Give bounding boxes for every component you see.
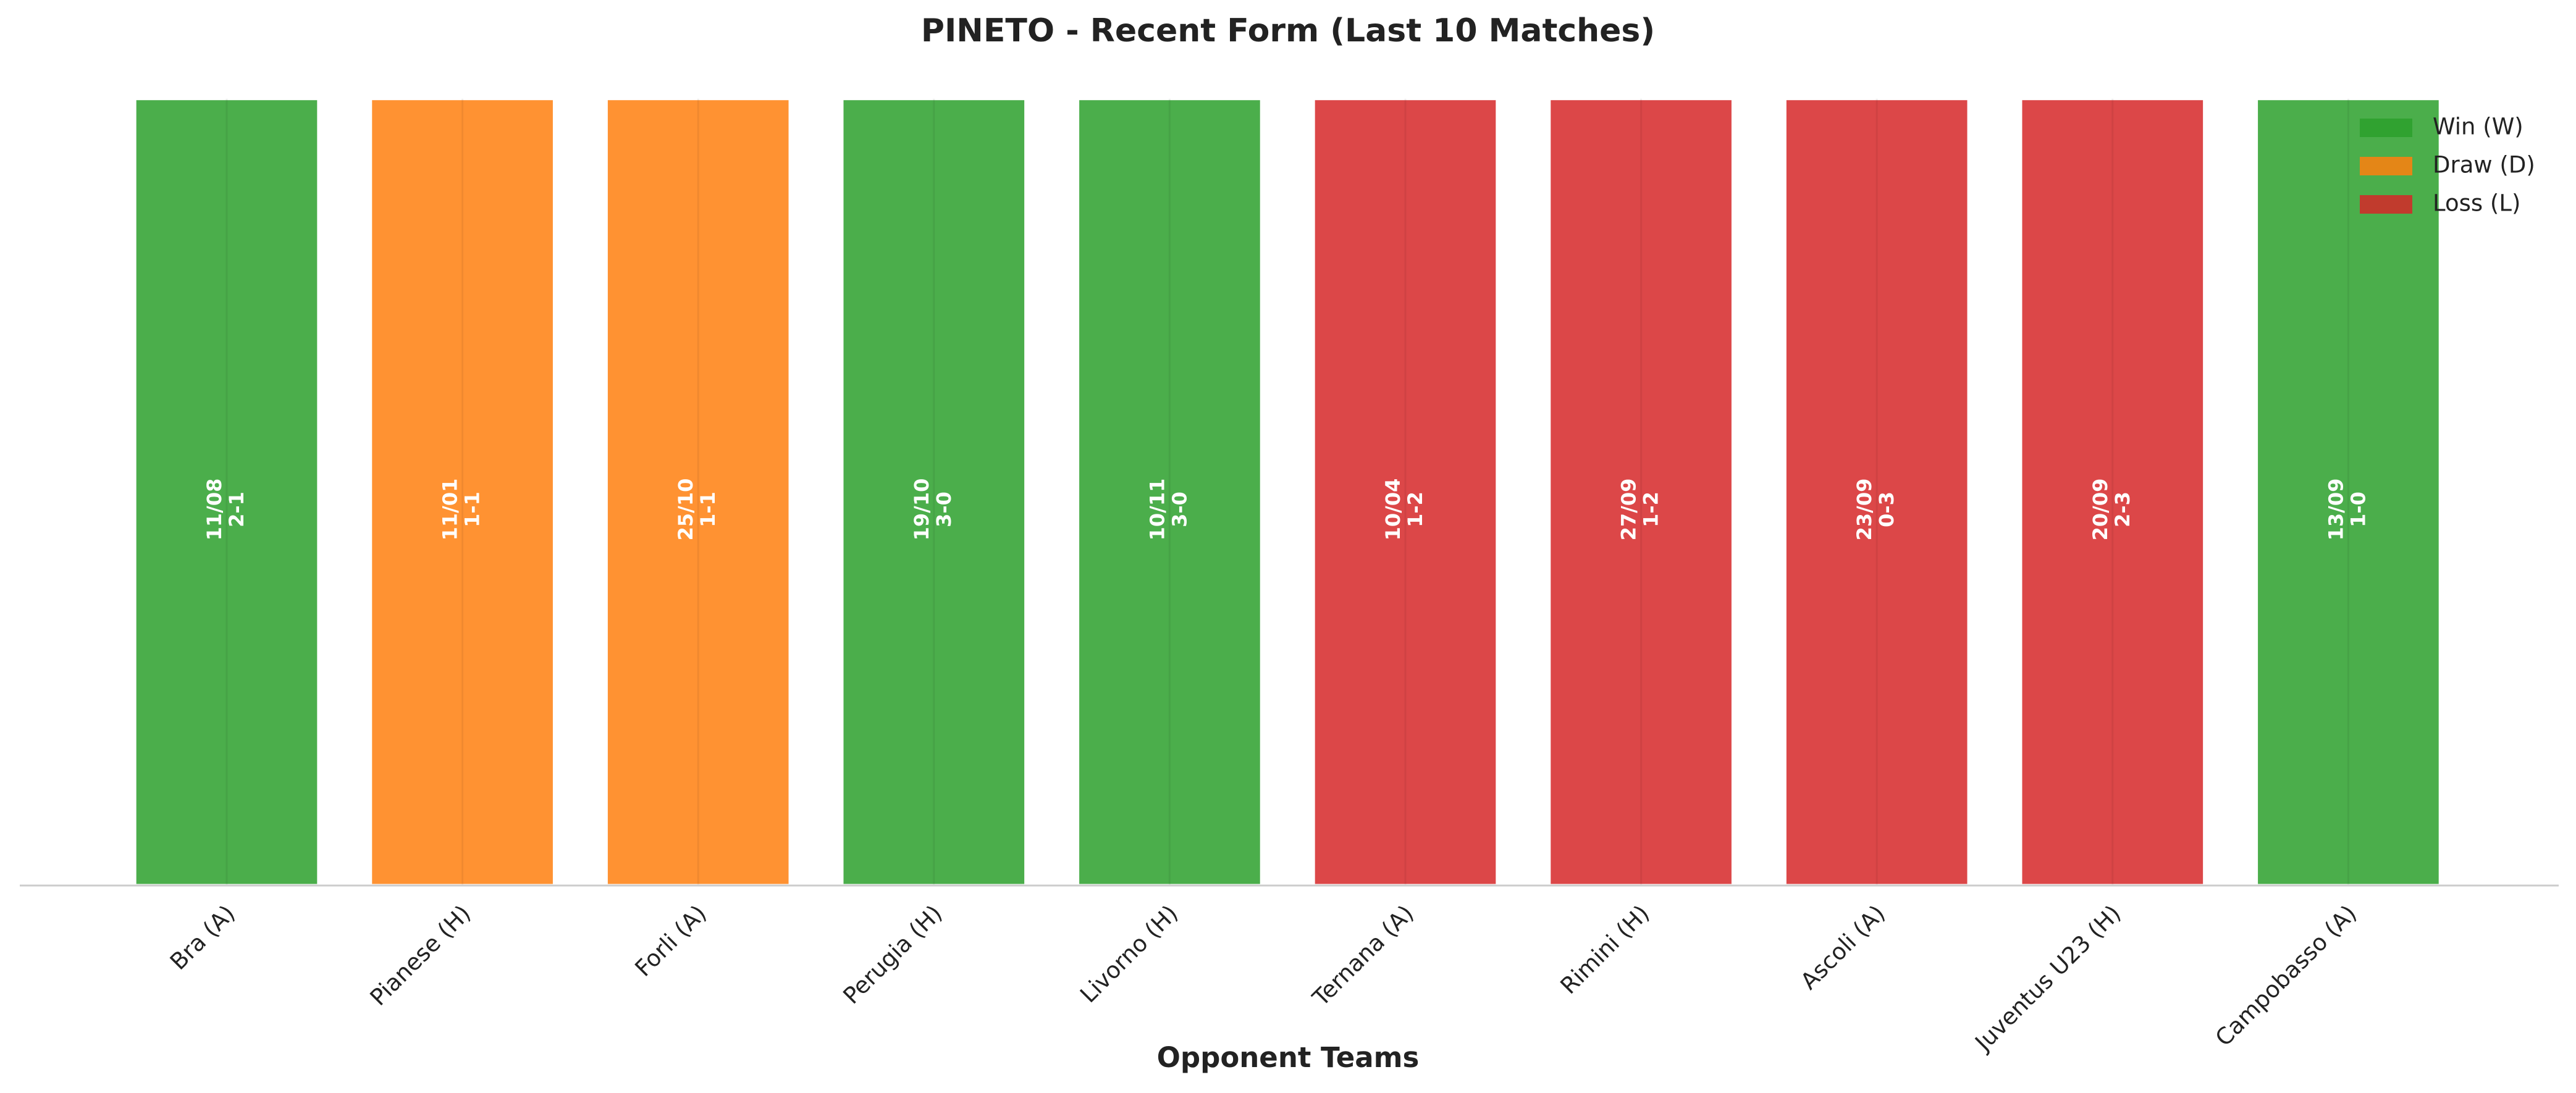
match-score: 1-1 [696,492,720,527]
match-score: 1-2 [1639,492,1663,527]
chart-title: PINETO - Recent Form (Last 10 Matches) [921,12,1655,49]
match-date: 11/01 [439,479,462,541]
match-date: 13/09 [2324,479,2347,541]
match-date: 23/09 [1853,479,1876,541]
x-tick-label: Bra (A) [165,900,240,975]
bar-label: 27/091-2 [1617,479,1663,541]
match-score: 3-0 [1168,492,1191,527]
bar [369,97,556,887]
bar-label: 10/113-0 [1145,479,1191,541]
match-date: 27/09 [1617,479,1641,541]
bar-label: 25/101-1 [674,479,720,541]
match-date: 19/10 [910,479,933,541]
match-score: 2-3 [2111,492,2134,527]
x-tick-label: Juventus U23 (H) [1969,900,2126,1057]
match-date: 10/04 [1381,479,1405,541]
bar-label: 20/092-3 [2089,479,2134,541]
x-tick-label: Livorno (H) [1075,900,1183,1008]
bar-label: 11/082-1 [203,479,248,541]
legend-swatch [2360,119,2412,137]
match-score: 0-3 [1875,492,1898,527]
bar-label: 23/090-3 [1853,479,1898,541]
x-tick-label: Rimini (H) [1555,900,1655,999]
bar-label: 19/103-0 [910,479,956,541]
match-score: 3-0 [932,492,956,527]
bar-label: 11/011-1 [439,479,484,541]
x-tick-label: Campobasso (A) [2210,900,2362,1051]
match-score: 1-0 [2346,492,2370,527]
bar [604,97,792,887]
bar [1311,97,1499,887]
bar-label: 13/091-0 [2324,479,2370,541]
x-tick-label: Ternana (A) [1307,900,1419,1011]
bar [133,97,321,887]
x-tick-label: Forli (A) [630,900,712,981]
x-tick-label: Ascoli (A) [1795,900,1890,994]
legend-swatch [2360,157,2412,175]
bar [840,97,1028,887]
match-date: 11/08 [203,479,226,541]
legend-label: Loss (L) [2433,190,2520,217]
x-tick-label: Pianese (H) [365,900,476,1011]
legend-swatch [2360,195,2412,214]
bar-label: 10/041-2 [1381,479,1427,541]
x-axis-label: Opponent Teams [1157,1041,1420,1074]
match-score: 1-1 [461,492,484,527]
x-tick-label: Perugia (H) [838,900,948,1009]
match-score: 2-1 [225,492,248,527]
match-date: 20/09 [2089,479,2112,541]
match-score: 1-2 [1404,492,1427,527]
match-date: 10/11 [1145,479,1169,541]
bar [1076,97,1263,887]
match-date: 25/10 [674,479,697,541]
legend-label: Draw (D) [2433,152,2535,178]
bar [2255,97,2442,887]
legend-label: Win (W) [2433,114,2523,140]
bar [1547,97,1735,887]
